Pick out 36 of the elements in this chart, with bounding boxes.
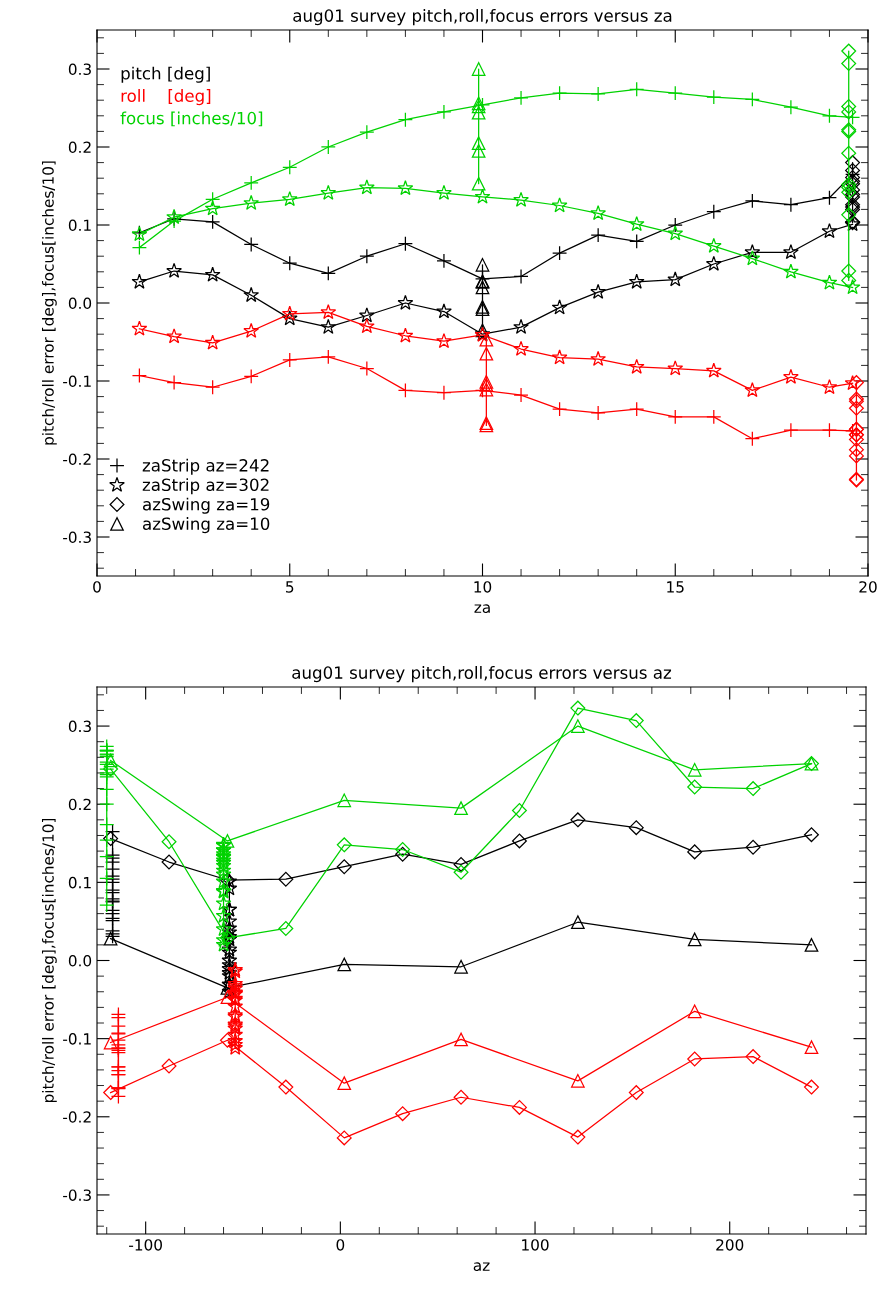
- annotation: roll [deg]: [121, 89, 211, 106]
- y-tick-label: -0.1: [63, 375, 91, 388]
- x-tick-label: 0: [336, 1239, 345, 1251]
- y-axis-title: pitch/roll error [deg],focus[inches/10]: [41, 818, 57, 1103]
- chart-title: aug01 survey pitch,roll,focus errors versus za: [293, 9, 672, 26]
- y-tick-label: -0.2: [63, 1111, 91, 1123]
- y-tick-label: 0.3: [68, 63, 91, 76]
- x-tick-label: -100: [129, 1239, 162, 1251]
- y-tick-label: 0.0: [68, 954, 92, 967]
- x-tick-label: 10: [474, 581, 492, 593]
- y-tick-label: -0.3: [63, 1189, 91, 1201]
- x-axis-title: az: [473, 1262, 490, 1272]
- x-tick-label: 0: [93, 581, 101, 593]
- y-tick-label: 0.1: [68, 876, 91, 889]
- y-tick-label: 0.2: [68, 798, 91, 811]
- y-tick-label: 0.2: [68, 141, 91, 154]
- x-tick-label: 100: [522, 1239, 549, 1251]
- annotation: pitch [deg]: [121, 66, 210, 83]
- legend-label: azSwing za=10: [143, 517, 270, 534]
- y-tick-label: 0.0: [68, 297, 92, 310]
- y-tick-label: 0.1: [68, 219, 91, 232]
- y-axis-title: pitch/roll error [deg],focus[inches/10]: [41, 161, 57, 445]
- y-tick-label: -0.1: [63, 1033, 91, 1045]
- x-axis-title: za: [474, 604, 490, 614]
- legend-label: zaStrip az=302: [142, 478, 269, 495]
- x-tick-label: 20: [859, 581, 877, 593]
- x-tick-label: 5: [286, 581, 294, 593]
- y-tick-label: 0.3: [68, 720, 91, 733]
- x-tick-label: 15: [667, 581, 684, 593]
- legend-label: azSwing za=19: [143, 497, 270, 514]
- y-tick-label: -0.2: [63, 453, 91, 466]
- annotation: focus [inches/10]: [120, 111, 263, 127]
- y-tick-label: -0.3: [63, 531, 91, 544]
- x-tick-label: 200: [716, 1239, 744, 1251]
- chart-title: aug01 survey pitch,roll,focus errors versus az: [292, 666, 672, 683]
- legend-label: zaStrip az=242: [142, 458, 269, 475]
